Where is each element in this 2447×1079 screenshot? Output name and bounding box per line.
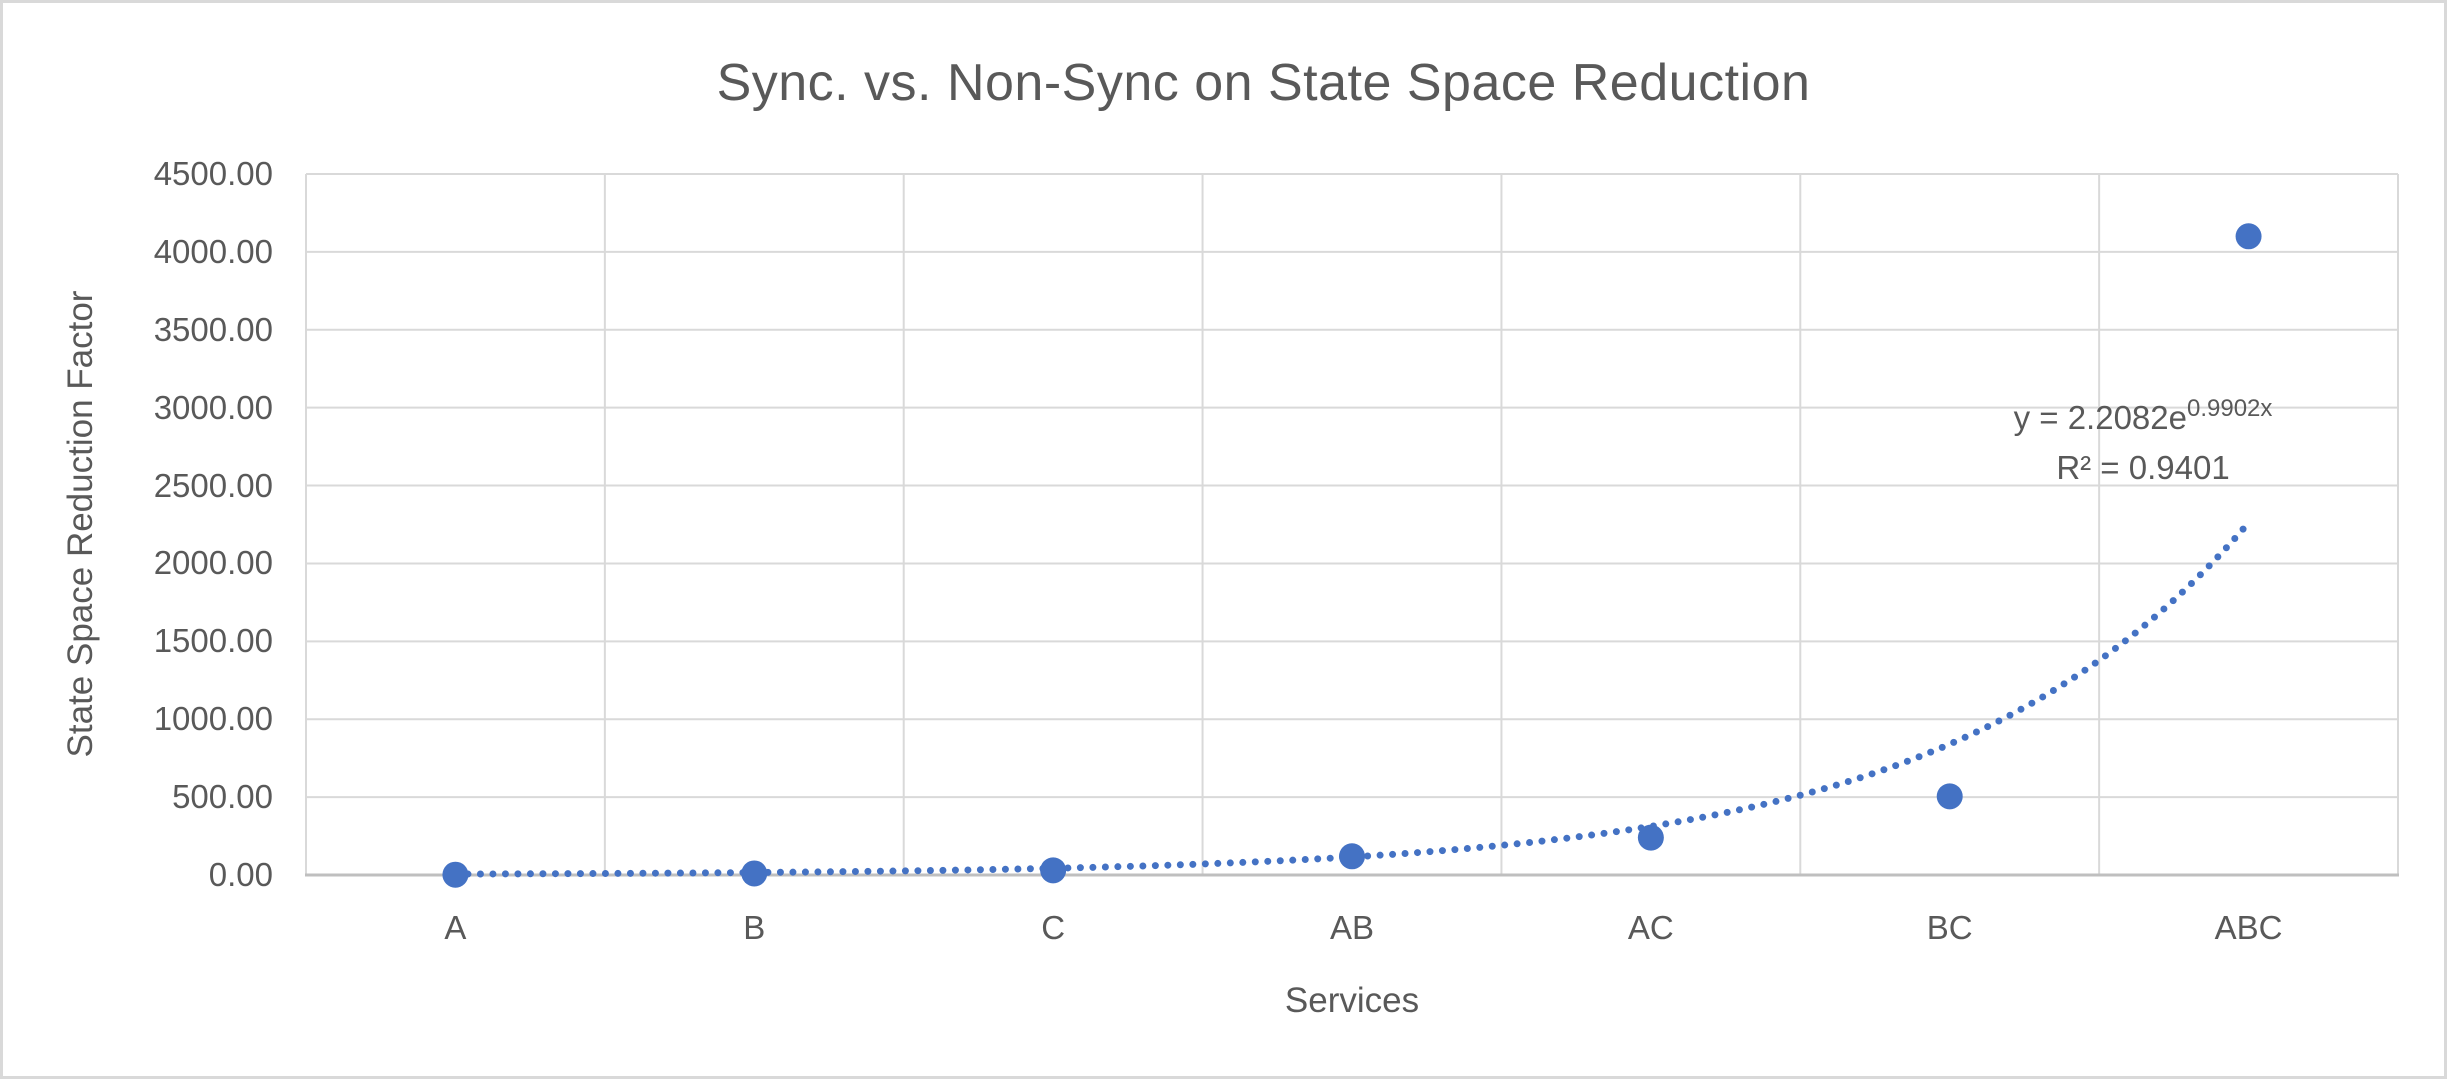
chart-canvas	[305, 173, 2399, 888]
equation-base: y = 2.2082e	[2013, 399, 2187, 436]
y-axis-title: State Space Reduction Factor	[61, 290, 100, 758]
chart-title: Sync. vs. Non-Sync on State Space Reduct…	[716, 54, 1811, 112]
data-point	[442, 861, 469, 888]
y-axis-tick-label: 3500.00	[153, 310, 273, 348]
r-squared-label: R² = 0.9401	[2056, 449, 2230, 486]
y-axis-tick-label: 1000.00	[153, 700, 273, 738]
y-axis-tick-label: 2500.00	[153, 466, 273, 504]
data-point	[1040, 857, 1067, 884]
y-axis-tick-label: 3000.00	[153, 388, 273, 426]
data-point	[1339, 843, 1365, 870]
trendline	[451, 519, 2253, 878]
data-point	[2235, 223, 2262, 250]
equation-exponent: 0.9902x	[2187, 395, 2273, 422]
x-axis-tick-label: A	[444, 909, 467, 946]
y-axis-tick-label: 4500.00	[153, 155, 273, 192]
x-axis-title: Services	[1284, 981, 1420, 1020]
x-axis-tick-label: C	[1041, 909, 1066, 946]
y-axis-tick-label: 500.00	[172, 778, 273, 816]
y-axis-tick-label: 2000.00	[153, 544, 273, 582]
x-axis-tick-label: B	[743, 909, 766, 946]
trendline-label: y = 2.2082e0.9902x R² = 0.9401	[1958, 384, 2328, 493]
data-point	[1936, 783, 1963, 810]
data-point	[1637, 824, 1664, 851]
x-axis-tick-label: AB	[1329, 909, 1375, 946]
y-axis-tick-label: 1500.00	[153, 622, 273, 660]
y-axis-tick-label: 4000.00	[153, 232, 273, 270]
x-axis-tick-label: AC	[1627, 909, 1674, 946]
data-point	[741, 860, 768, 887]
y-axis-tick-label: 0.00	[208, 856, 273, 893]
x-axis-tick-label: BC	[1926, 909, 1973, 946]
x-axis-tick-label: ABC	[2214, 909, 2283, 946]
trendline-equation: y = 2.2082e0.9902x	[1958, 384, 2328, 443]
